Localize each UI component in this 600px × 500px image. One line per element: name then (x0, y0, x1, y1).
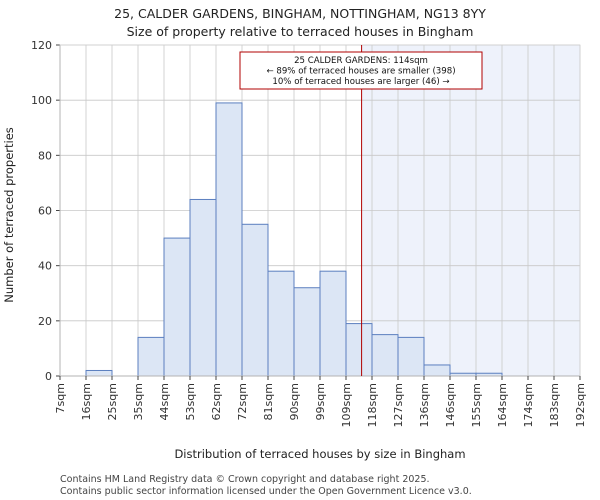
annotation-line1: 25 CALDER GARDENS: 114sqm (294, 56, 428, 66)
x-tick-label: 192sqm (574, 383, 587, 427)
y-tick-label: 100 (31, 94, 52, 107)
x-tick-label: 164sqm (496, 383, 509, 427)
x-tick-label: 7sqm (54, 383, 67, 413)
plot-area: 0 20 40 60 80 100 120 7sqm 16sqm 25sqm 35sqm 44sqm 5… (31, 39, 587, 427)
x-tick-label: 155sqm (470, 383, 483, 427)
y-tick-label: 120 (31, 39, 52, 52)
annotation-line2: ← 89% of terraced houses are smaller (39… (266, 67, 455, 77)
x-tick-label: 99sqm (314, 383, 327, 420)
x-tick-label: 90sqm (288, 383, 301, 420)
footer-line-1: Contains HM Land Registry data © Crown c… (60, 474, 430, 485)
histogram-bar (397, 336, 425, 377)
histogram-bar (319, 270, 347, 377)
x-tick-label: 81sqm (262, 383, 275, 420)
x-tick-label: 25sqm (106, 383, 119, 420)
y-tick-label: 20 (38, 315, 52, 328)
annotation-box (239, 51, 483, 90)
x-tick-label: 183sqm (548, 383, 561, 427)
histogram-bar (163, 237, 191, 377)
x-tick-label: 146sqm (444, 383, 457, 427)
chart-subtitle: Size of property relative to terraced ho… (127, 24, 474, 39)
y-tick-label: 40 (38, 260, 52, 273)
histogram-bar (267, 270, 295, 377)
x-tick-label: 35sqm (132, 383, 145, 420)
x-axis-label: Distribution of terraced houses by size … (174, 447, 465, 461)
x-tick-label: 53sqm (184, 383, 197, 420)
y-tick-label: 0 (45, 370, 52, 383)
y-axis-label: Number of terraced properties (2, 127, 16, 303)
y-tick-label: 80 (38, 149, 52, 162)
histogram-bar (293, 287, 321, 377)
x-tick-label: 72sqm (236, 383, 249, 420)
histogram-bar (137, 336, 165, 377)
chart-title: 25, CALDER GARDENS, BINGHAM, NOTTINGHAM,… (114, 6, 486, 21)
footer-line-2: Contains public sector information licen… (60, 486, 472, 497)
histogram-bar (85, 369, 113, 377)
x-tick-label: 118sqm (366, 383, 379, 427)
histogram-bar (189, 198, 217, 377)
histogram-bar (423, 364, 451, 377)
x-tick-label: 174sqm (522, 383, 535, 427)
x-tick-label: 109sqm (340, 383, 353, 427)
histogram-bar (241, 223, 269, 377)
y-tick-label: 60 (38, 205, 52, 218)
x-tick-label: 16sqm (80, 383, 93, 420)
x-tick-label: 44sqm (158, 383, 171, 420)
histogram-bar (345, 323, 373, 377)
x-tick-label: 136sqm (418, 383, 431, 427)
x-tick-label: 62sqm (210, 383, 223, 420)
annotation-line3: 10% of terraced houses are larger (46) → (272, 77, 449, 87)
histogram-bar (215, 102, 243, 377)
histogram-bar (371, 334, 399, 377)
x-tick-label: 127sqm (392, 383, 405, 427)
